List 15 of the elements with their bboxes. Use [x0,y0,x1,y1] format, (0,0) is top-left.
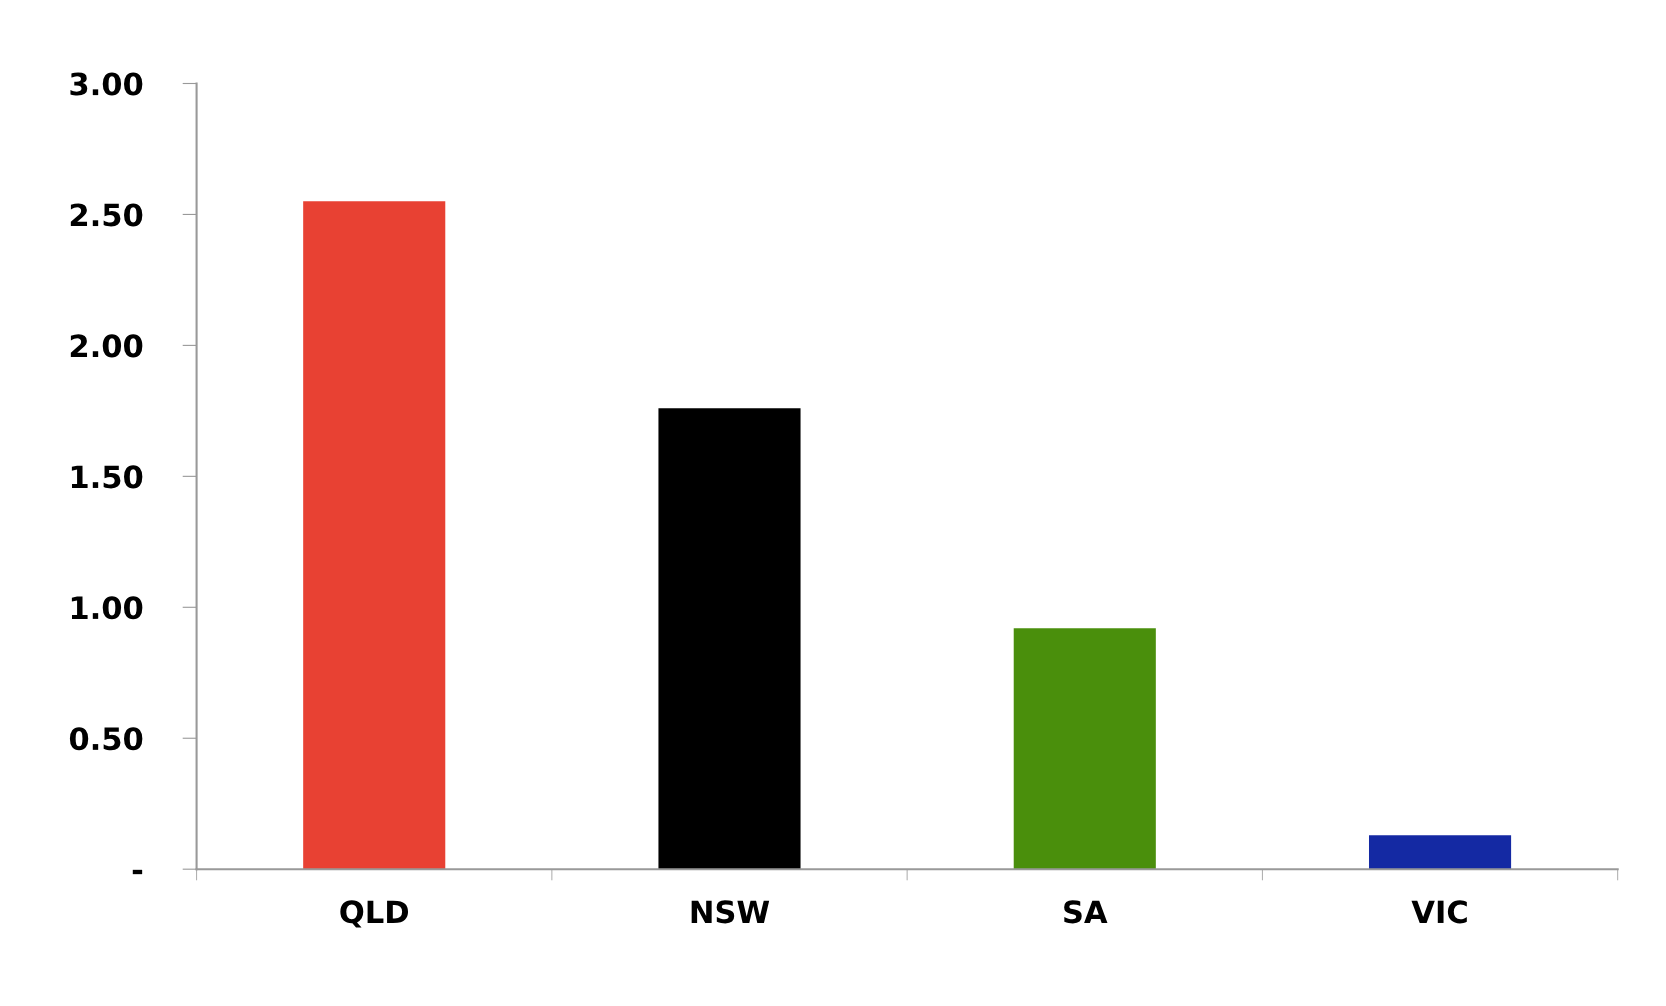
y-tick-label: 0.50 [69,727,143,751]
x-tick-label: QLD [340,900,409,928]
bar [1013,628,1156,870]
y-tick-label: 3.00 [70,72,143,96]
x-tick-label: SA [1064,900,1108,924]
y-tick-label: - [132,869,143,875]
bar [658,408,801,870]
y-tick-label: 2.00 [70,334,143,358]
x-tick-label: NSW [691,900,770,924]
x-tick-label: VIC [1411,900,1467,924]
bar [1368,835,1512,870]
y-tick-label: 1.00 [71,596,143,620]
bar [303,201,446,870]
y-tick-label: 2.50 [70,203,143,227]
y-tick-label: 1.50 [71,465,143,489]
